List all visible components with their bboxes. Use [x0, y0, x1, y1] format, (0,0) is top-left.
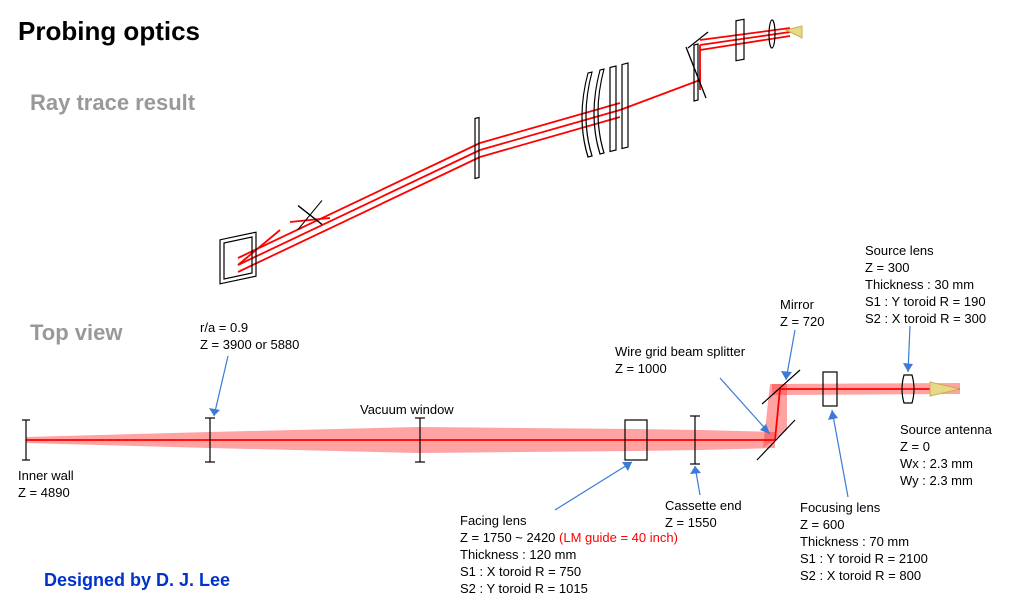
label-facing-l2b: (LM guide = 40 inch) — [559, 530, 678, 545]
label-facing-lens: Facing lens Z = 1750 ~ 2420 (LM guide = … — [460, 513, 678, 597]
label-slens-l3: Thickness : 30 mm — [865, 277, 986, 294]
label-r-over-a: r/a = 0.9 Z = 3900 or 5880 — [200, 320, 299, 354]
label-facing-l5: S2 : Y toroid R = 1015 — [460, 581, 678, 598]
designer-credit: Designed by D. J. Lee — [44, 570, 230, 591]
source-antenna-icon — [930, 382, 960, 396]
label-sant-l1: Source antenna — [900, 422, 992, 439]
label-sant-l2: Z = 0 — [900, 439, 992, 456]
subtitle-top-view: Top view — [30, 320, 123, 346]
label-wire-l2: Z = 1000 — [615, 361, 745, 378]
label-sant-l3: Wx : 2.3 mm — [900, 456, 992, 473]
pointer-arrows — [209, 326, 913, 510]
label-inner-wall: Inner wall Z = 4890 — [18, 468, 74, 502]
label-focus-l2: Z = 600 — [800, 517, 928, 534]
label-focus-l5: S2 : X toroid R = 800 — [800, 568, 928, 585]
label-mirror-l1: Mirror — [780, 297, 824, 314]
label-slens-l5: S2 : X toroid R = 300 — [865, 311, 986, 328]
label-facing-l3: Thickness : 120 mm — [460, 547, 678, 564]
label-slens-l4: S1 : Y toroid R = 190 — [865, 294, 986, 311]
label-focusing-lens: Focusing lens Z = 600 Thickness : 70 mm … — [800, 500, 928, 584]
label-facing-l1: Facing lens — [460, 513, 678, 530]
label-inner-wall-l2: Z = 4890 — [18, 485, 74, 502]
label-mirror-l2: Z = 720 — [780, 314, 824, 331]
label-slens-l1: Source lens — [865, 243, 986, 260]
label-inner-wall-l1: Inner wall — [18, 468, 74, 485]
label-ra-line2: Z = 3900 or 5880 — [200, 337, 299, 354]
raytrace-optics — [220, 19, 802, 284]
label-slens-l2: Z = 300 — [865, 260, 986, 277]
label-facing-l2a: Z = 1750 ~ 2420 — [460, 530, 559, 545]
label-vacuum-window: Vacuum window — [360, 402, 454, 419]
page-title: Probing optics — [18, 16, 200, 47]
topview-beam — [26, 383, 960, 453]
label-wire-grid: Wire grid beam splitter Z = 1000 — [615, 344, 745, 378]
subtitle-ray-trace: Ray trace result — [30, 90, 195, 116]
raytrace-beam — [238, 28, 790, 272]
label-source-antenna: Source antenna Z = 0 Wx : 2.3 mm Wy : 2.… — [900, 422, 992, 490]
label-ra-line1: r/a = 0.9 — [200, 320, 299, 337]
label-mirror: Mirror Z = 720 — [780, 297, 824, 331]
label-focus-l1: Focusing lens — [800, 500, 928, 517]
label-focus-l4: S1 : Y toroid R = 2100 — [800, 551, 928, 568]
label-sant-l4: Wy : 2.3 mm — [900, 473, 992, 490]
label-source-lens: Source lens Z = 300 Thickness : 30 mm S1… — [865, 243, 986, 327]
label-focus-l3: Thickness : 70 mm — [800, 534, 928, 551]
topview-optics — [22, 370, 914, 464]
label-facing-l4: S1 : X toroid R = 750 — [460, 564, 678, 581]
label-wire-l1: Wire grid beam splitter — [615, 344, 745, 361]
